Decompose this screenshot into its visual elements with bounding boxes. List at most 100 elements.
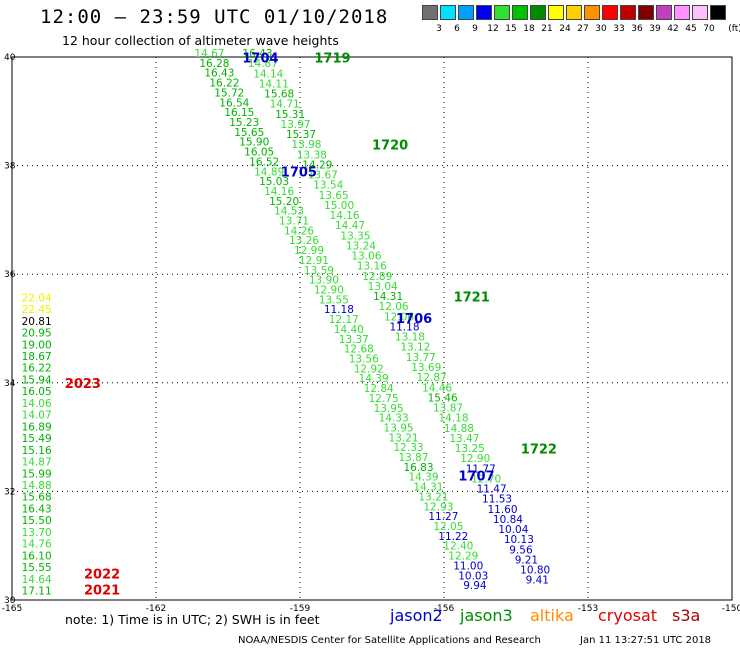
legend-bin-label: 15 <box>505 24 517 34</box>
wave-height-label: 14.46 <box>422 382 452 394</box>
wave-height-label: 10.80 <box>520 565 550 577</box>
wave-height-label: 22.45 <box>22 304 52 316</box>
wave-height-label: 13.90 <box>309 275 339 287</box>
legend-bin-label: 21 <box>541 24 553 34</box>
legend-swatch <box>512 5 528 20</box>
wave-height-label: 13.71 <box>279 216 309 228</box>
legend-unit: (ft) <box>728 24 740 34</box>
wave-height-label: 12.99 <box>294 245 324 257</box>
wave-height-label: 13.21 <box>418 491 448 503</box>
wave-height-label: 16.54 <box>219 97 249 109</box>
wave-height-label: 12.68 <box>344 344 374 356</box>
wave-height-label: 20.95 <box>22 328 52 340</box>
wave-height-label: 14.87 <box>22 457 52 469</box>
wave-height-label: 16.89 <box>22 421 52 433</box>
legend-bin-label: 30 <box>595 24 607 34</box>
wave-height-label: 16.52 <box>249 156 279 168</box>
wave-height-label: 12.75 <box>369 393 399 405</box>
legend-bin-label: 18 <box>523 24 535 34</box>
wave-height-label: 16.43 <box>242 48 272 60</box>
wave-height-label: 11.00 <box>453 560 483 572</box>
wave-height-label: 14.06 <box>22 398 52 410</box>
generated-timestamp: Jan 11 13:27:51 UTC 2018 <box>580 635 712 646</box>
wave-height-label: 15.37 <box>286 129 316 141</box>
legend-bin-label: 45 <box>685 24 697 34</box>
pass-number-label: 1707 <box>458 470 494 485</box>
wave-height-label: 15.16 <box>22 445 52 457</box>
wave-height-label: 22.04 <box>22 292 52 304</box>
wave-height-label: 11.47 <box>477 484 507 496</box>
y-tick-label: 38 <box>4 162 16 172</box>
wave-height-label: 14.71 <box>270 99 300 111</box>
legend-swatch <box>602 5 618 20</box>
wave-height-label: 16.22 <box>209 78 239 90</box>
wave-height-label: 12.87 <box>417 372 447 384</box>
wave-height-label: 15.49 <box>22 433 52 445</box>
legend-jason3: jason3 <box>460 606 513 625</box>
wave-height-label: 14.33 <box>379 413 409 425</box>
chart-subtitle: 12 hour collection of altimeter wave hei… <box>62 33 339 48</box>
legend-swatch <box>656 5 672 20</box>
wave-height-label: 13.12 <box>400 342 430 354</box>
wave-height-label: 15.31 <box>275 109 305 121</box>
legend-jason2: jason2 <box>390 606 443 625</box>
credit-line: NOAA/NESDIS Center for Satellite Applica… <box>238 635 541 646</box>
wave-height-label: 15.23 <box>229 117 259 129</box>
wave-height-label: 15.94 <box>22 374 52 386</box>
legend-bin-label: 36 <box>631 24 643 34</box>
y-tick-label: 36 <box>4 270 16 280</box>
legend-bin-label: 6 <box>454 24 460 34</box>
legend-bin-label: 9 <box>472 24 478 34</box>
pass-number-label: 1706 <box>396 312 432 327</box>
wave-height-label: 12.91 <box>299 255 329 267</box>
legend-swatch <box>584 5 600 20</box>
wave-height-label: 15.55 <box>22 562 52 574</box>
legend-swatch <box>566 5 582 20</box>
chart-title: 12:00 – 23:59 UTC 01/10/2018 <box>40 6 389 28</box>
wave-height-label: 11.77 <box>466 463 496 475</box>
wave-height-label: 13.56 <box>349 353 379 365</box>
wave-height-label: 17.11 <box>22 586 52 598</box>
wave-height-label: 15.72 <box>214 87 244 99</box>
wave-height-label: 14.87 <box>248 58 278 70</box>
wave-height-label: 15.65 <box>234 127 264 139</box>
wave-height-label: 12.06 <box>379 301 409 313</box>
legend-bin-label: 70 <box>703 24 715 34</box>
wave-height-label: 12.90 <box>460 453 490 465</box>
pass-number-label: 1719 <box>314 51 350 66</box>
legend-bin-label: 24 <box>559 24 571 34</box>
wave-height-label: 13.26 <box>289 235 319 247</box>
wave-height-label: 13.59 <box>304 265 334 277</box>
legend-swatch <box>710 5 726 20</box>
wave-height-label: 15.00 <box>324 200 354 212</box>
wave-height-label: 11.22 <box>438 531 468 543</box>
pass-number-label: 1705 <box>281 165 317 180</box>
legend-swatch <box>530 5 546 20</box>
wave-height-label: 14.29 <box>302 159 332 171</box>
wave-height-label: 12.93 <box>423 501 453 513</box>
pass-number-label: 1722 <box>521 442 557 457</box>
legend-bin-label: 33 <box>613 24 625 34</box>
wave-height-label: 13.87 <box>398 452 428 464</box>
wave-height-label: 13.47 <box>449 433 479 445</box>
legend-swatch <box>620 5 636 20</box>
wave-height-label: 10.84 <box>493 514 523 526</box>
wave-height-label: 13.38 <box>297 149 327 161</box>
x-tick-label: -156 <box>434 604 455 614</box>
x-tick-label: -153 <box>578 604 598 614</box>
legend-swatch <box>494 5 510 20</box>
wave-height-label: 12.70 <box>471 473 501 485</box>
wave-height-label: 14.88 <box>444 423 474 435</box>
wave-height-label: 14.47 <box>335 220 365 232</box>
wave-height-label: 13.67 <box>308 170 338 182</box>
legend-swatch <box>548 5 564 20</box>
wave-height-label: 18.67 <box>22 351 52 363</box>
wave-height-label: 16.83 <box>403 462 433 474</box>
wave-height-label: 13.77 <box>406 352 436 364</box>
wave-height-label: 14.76 <box>22 539 52 551</box>
wave-height-label: 15.50 <box>22 515 52 527</box>
legend-altika: altika <box>530 606 574 625</box>
wave-height-label: 14.31 <box>413 482 443 494</box>
wave-height-label: 15.46 <box>428 392 458 404</box>
wave-height-label: 13.97 <box>281 119 311 131</box>
